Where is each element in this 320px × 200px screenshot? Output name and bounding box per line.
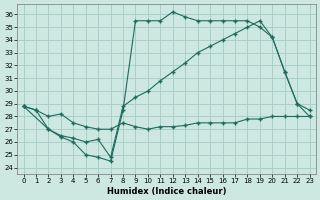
X-axis label: Humidex (Indice chaleur): Humidex (Indice chaleur) [107,187,226,196]
